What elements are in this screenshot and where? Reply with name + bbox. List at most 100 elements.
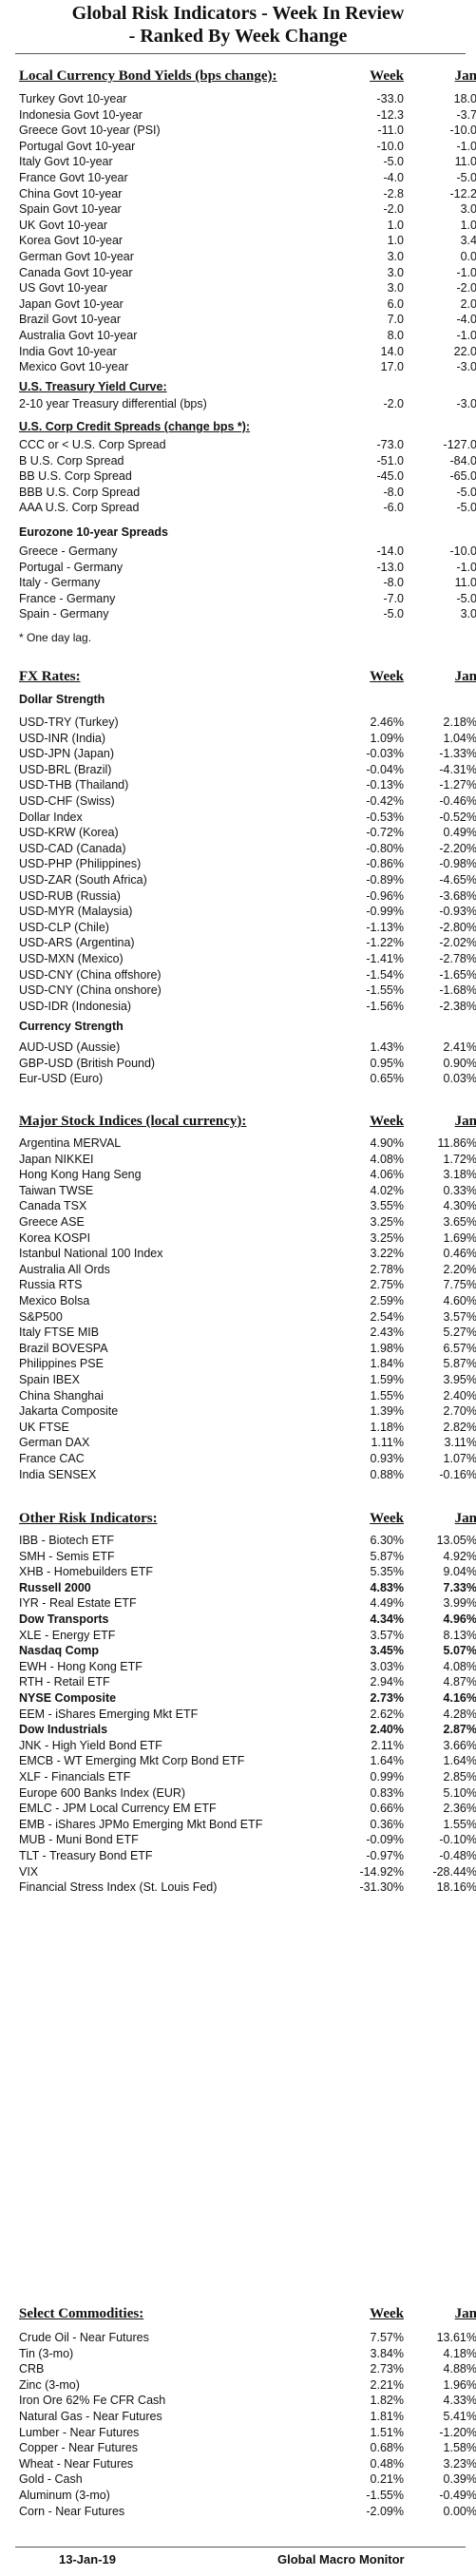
row-label: EEM - iShares Emerging Mkt ETF (19, 1707, 199, 1721)
jan-column-header: Jan (454, 1114, 476, 1129)
jan-value: 3.11% (444, 1436, 476, 1450)
week-value: -0.04% (366, 762, 404, 776)
week-value: 3.0 (387, 265, 404, 279)
row-label: USD-JPN (Japan) (19, 747, 115, 761)
stock-row: Australia All Ords 2.78% 2.20% (19, 1262, 476, 1277)
bond-yield-row: Canada Govt 10-year 3.0 -1.0 (19, 265, 476, 280)
week-value: 1.55% (370, 1388, 404, 1402)
eurozone-spread-row: Spain - Germany -5.0 3.0 (19, 606, 476, 621)
jan-value: 4.30% (443, 1199, 476, 1213)
jan-value: -65.0 (449, 469, 476, 484)
week-value: 2.73% (370, 2362, 404, 2376)
row-label: Natural Gas - Near Futures (19, 2410, 162, 2423)
week-value: 3.22% (370, 1247, 404, 1261)
row-label: Greece ASE (19, 1215, 85, 1229)
fx-row: USD-JPN (Japan) -0.03% -1.33% (19, 746, 476, 761)
row-label: Philippines PSE (19, 1357, 104, 1371)
bond-yield-row: Mexico Govt 10-year 17.0 -3.0 (19, 359, 476, 374)
row-label: BB U.S. Corp Spread (19, 469, 132, 484)
commodity-row: Gold - Cash 0.21% 0.39% (19, 2471, 476, 2487)
row-label: BBB U.S. Corp Spread (19, 485, 141, 499)
row-label: USD-MXN (Mexico) (19, 952, 124, 965)
row-label: USD-ARS (Argentina) (19, 936, 135, 950)
bond-yield-row: UK Govt 10-year 1.0 1.0 (19, 218, 476, 233)
week-value: 0.68% (370, 2441, 404, 2455)
week-value: -4.0 (383, 171, 404, 184)
row-label: USD-IDR (Indonesia) (19, 999, 132, 1013)
commodity-row: Aluminum (3-mo) -1.55% -0.49% (19, 2488, 476, 2503)
week-value: -33.0 (376, 92, 405, 105)
jan-value: 3.18% (443, 1168, 476, 1182)
row-label: Greece - Germany (19, 544, 118, 558)
risk-indicator-row: VIX -14.92% -28.44% (19, 1864, 476, 1880)
stock-row: Argentina MERVAL 4.90% 11.86% (19, 1135, 476, 1151)
stock-row: Brazil BOVESPA 1.98% 6.57% (19, 1341, 476, 1356)
row-label: USD-PHP (Philippines) (19, 857, 142, 871)
row-label: AAA U.S. Corp Spread (19, 501, 140, 515)
risk-indicator-row: TLT - Treasury Bond ETF -0.97% -0.48% (19, 1848, 476, 1863)
jan-value: 3.99% (443, 1596, 476, 1611)
jan-column-header: Jan (454, 1511, 476, 1526)
week-value: 2.75% (370, 1278, 404, 1292)
row-label: Australia Govt 10-year (19, 329, 138, 342)
week-value: -0.03% (366, 747, 404, 761)
week-value: 4.06% (370, 1168, 404, 1182)
week-value: 0.65% (370, 1072, 404, 1086)
row-label: Financial Stress Index (St. Louis Fed) (19, 1880, 218, 1895)
risk-indicator-row: XLF - Financials ETF 0.99% 2.85% (19, 1769, 476, 1784)
week-value: -1.41% (366, 952, 404, 965)
risk-indicator-row: IYR - Real Estate ETF 4.49% 3.99% (19, 1595, 476, 1611)
jan-value: -2.20% (439, 841, 476, 855)
jan-value: 5.07% (443, 1644, 476, 1658)
week-value: -2.09% (366, 2504, 404, 2518)
week-value: -7.0 (383, 591, 404, 605)
week-value: 2.46% (370, 716, 404, 729)
week-value: 3.25% (370, 1231, 404, 1245)
eurozone-spread-row: Greece - Germany -14.0 -10.0 (19, 544, 476, 559)
jan-value: 1.69% (443, 1231, 476, 1245)
row-label: CCC or < U.S. Corp Spread (19, 438, 166, 451)
week-value: 4.90% (370, 1136, 404, 1150)
row-label: IYR - Real Estate ETF (19, 1596, 137, 1611)
week-value: -0.89% (366, 873, 404, 887)
risk-indicator-row: Nasdaq Comp 3.45% 5.07% (19, 1643, 476, 1658)
eurozone-spread-row: Italy - Germany -8.0 11.0 (19, 575, 476, 590)
row-label: USD-CAD (Canada) (19, 841, 126, 855)
jan-value: -2.38% (439, 999, 476, 1013)
risk-indicator-row: NYSE Composite 2.73% 4.16% (19, 1690, 476, 1706)
jan-value: 0.0 (460, 250, 476, 263)
row-label: USD-BRL (Brazil) (19, 762, 112, 776)
jan-value: -5.0 (456, 591, 476, 605)
stock-row: UK FTSE 1.18% 2.82% (19, 1420, 476, 1435)
row-label: Korea KOSPI (19, 1231, 91, 1245)
fx-row: USD-CNY (China offshore) -1.54% -1.65% (19, 967, 476, 983)
stock-row: Korea KOSPI 3.25% 1.69% (19, 1231, 476, 1246)
row-label: Brazil BOVESPA (19, 1341, 108, 1355)
week-value: -0.86% (366, 857, 404, 871)
jan-value: 1.64% (443, 1754, 476, 1768)
jan-value: 2.36% (443, 1802, 476, 1816)
week-value: 3.84% (370, 2346, 404, 2360)
jan-value: 3.23% (443, 2456, 476, 2471)
row-label: XLE - Energy ETF (19, 1628, 116, 1642)
row-label: Russia RTS (19, 1278, 83, 1292)
week-value: -1.55% (366, 2489, 404, 2502)
week-value: 5.35% (370, 1565, 404, 1579)
eurozone-spread-row: Portugal - Germany -13.0 -1.0 (19, 560, 476, 575)
jan-value: 5.41% (443, 2410, 476, 2423)
jan-value: -1.33% (439, 747, 476, 761)
row-label: Istanbul National 100 Index (19, 1247, 163, 1261)
row-label: Lumber - Near Futures (19, 2425, 140, 2439)
week-value: -0.42% (366, 794, 404, 808)
week-value: -0.96% (366, 888, 404, 903)
week-value: 3.03% (370, 1659, 404, 1673)
row-label: TLT - Treasury Bond ETF (19, 1849, 153, 1862)
jan-value: 0.39% (443, 2472, 476, 2487)
row-label: NYSE Composite (19, 1691, 117, 1705)
jan-value: 22.0 (453, 344, 476, 358)
row-label: Jakarta Composite (19, 1404, 119, 1419)
row-label: IBB - Biotech ETF (19, 1534, 115, 1547)
week-value: 1.84% (370, 1357, 404, 1371)
week-value: -5.0 (383, 607, 404, 621)
yield-curve-row: 2-10 year Treasury differential (bps) -2.… (19, 396, 476, 411)
